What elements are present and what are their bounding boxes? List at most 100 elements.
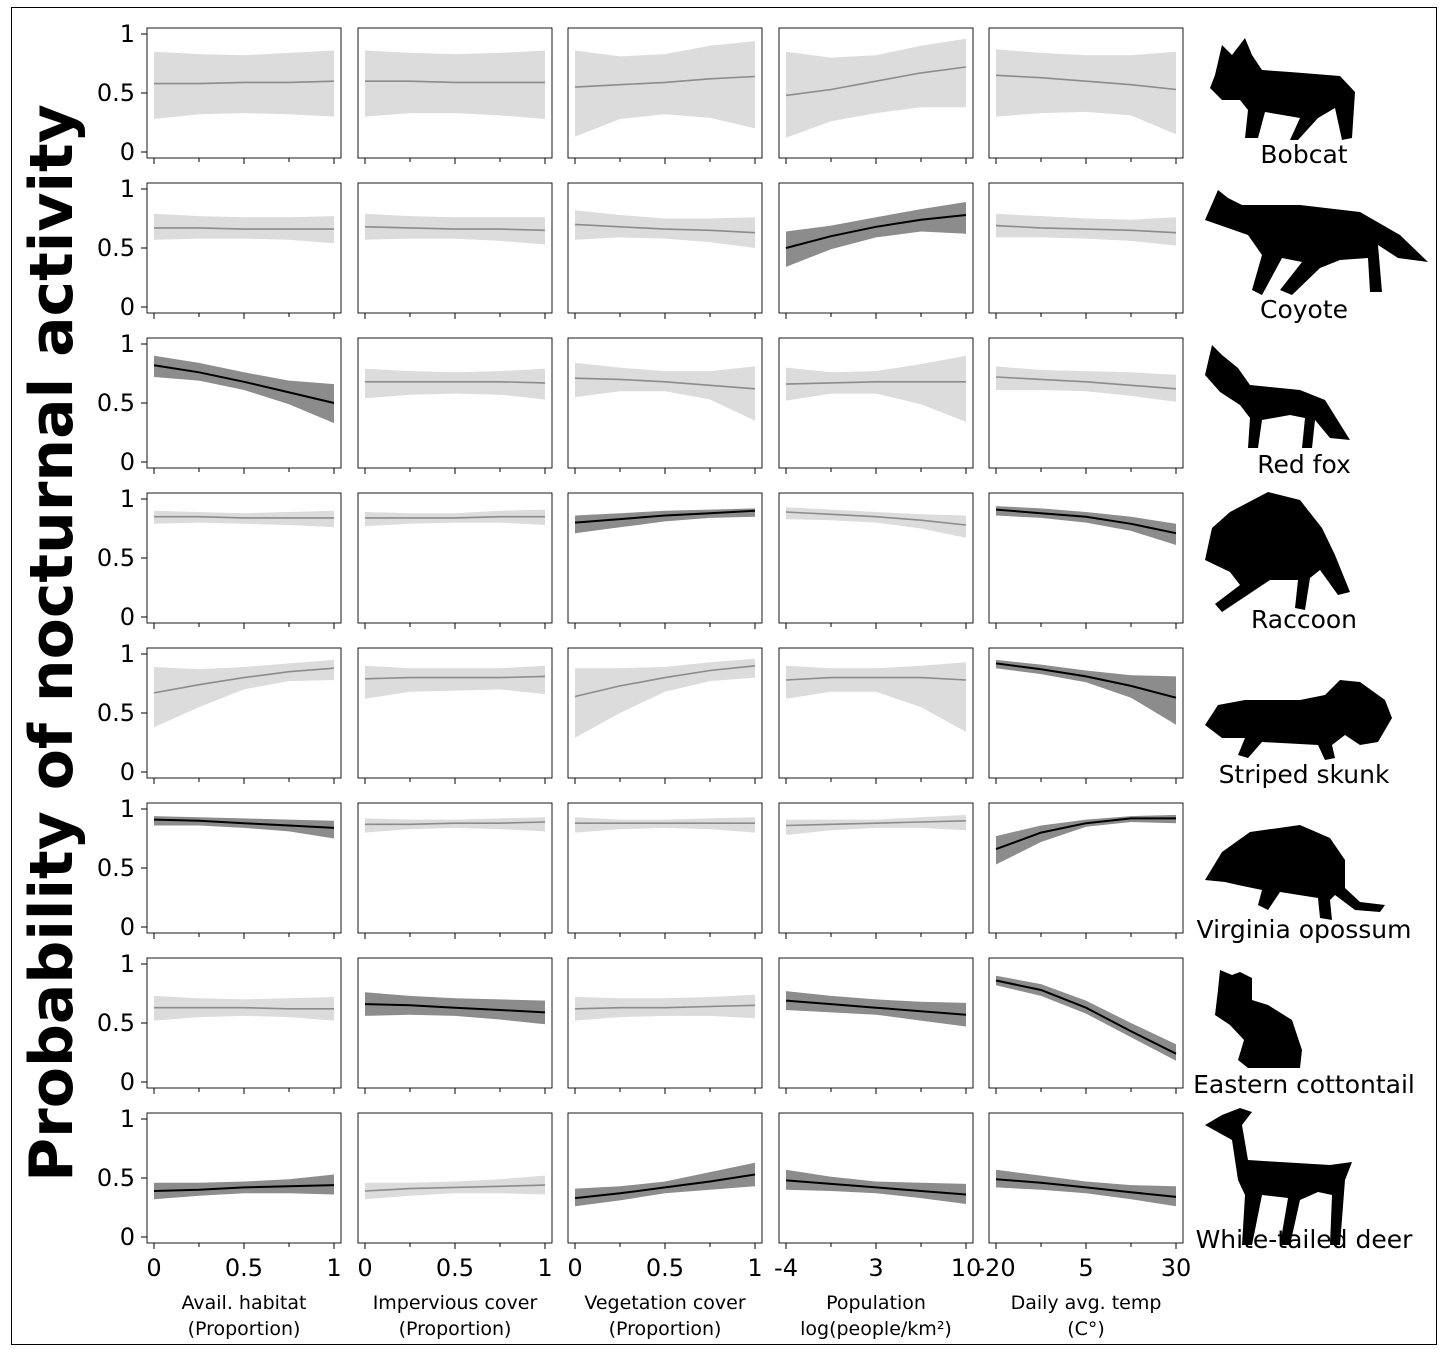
fitted-line [995,662,1177,699]
x-axis-title: Daily avg. temp [1011,1292,1162,1314]
x-axis-title: Avail. habitat [182,1292,307,1314]
confidence-band [786,662,966,732]
confidence-band [786,202,966,267]
species-label: Raccoon [1251,605,1357,634]
panel-frame [988,337,1184,469]
panel [567,337,763,474]
fitted-line [995,979,1177,1055]
panel [146,182,342,319]
row-eastern-cottontail: 00.51 [97,950,1184,1096]
panel-frame [146,182,342,314]
y-tick-label: 0.5 [97,389,135,417]
x-tick-label: 0.5 [225,1254,263,1282]
y-tick-label: 1 [120,175,135,203]
y-tick-label: 0.5 [97,1164,135,1192]
panel [567,1112,763,1249]
fitted-line [995,508,1177,535]
fitted-line [365,80,545,84]
confidence-band [786,814,966,835]
fitted-line [154,515,334,519]
panel [988,957,1184,1094]
fitted-line [995,817,1176,851]
fitted-line [365,821,546,826]
species-label: Striped skunk [1219,760,1390,789]
y-tick-label: 0.5 [97,699,135,727]
fitted-line [574,1173,756,1200]
x-tick-label: 0.5 [436,1254,474,1282]
red-fox-silhouette [1205,345,1350,448]
x-axis-unit: (Proportion) [399,1318,512,1340]
skunk-silhouette [1205,680,1392,760]
x-tick-label: 10 [951,1254,982,1282]
species-label: Virginia opossum [1197,915,1412,944]
panel [146,802,342,939]
panel [567,802,763,939]
row-white-tailed-deer: 00.51 [97,1105,1184,1251]
species-label: Eastern cottontail [1193,1070,1415,1099]
panel-frame [567,957,763,1089]
panel [146,957,342,1094]
panel [988,647,1184,784]
panel-frame [357,182,553,314]
panel [778,182,974,319]
panel-frame [988,957,1184,1089]
fitted-line [365,515,545,519]
x-axis-title: Vegetation cover [584,1292,745,1314]
x-tick-label: 1 [747,1254,762,1282]
panel [146,492,342,629]
x-axis-layer: 0 0.5 1 Avail. habitat (Proportion) 0 0.5 1 Impe… [146,1254,1191,1340]
panel [988,27,1184,164]
x-tick-label: 30 [1161,1254,1192,1282]
y-axis-label: Probability of nocturnal activity [17,104,87,1182]
x-tick-label: 1 [326,1254,341,1282]
panel-frame [988,182,1184,314]
confidence-band [575,362,755,421]
y-tick-label: 1 [120,20,135,48]
confidence-band [365,50,545,119]
confidence-band [996,814,1176,865]
panel-frame [357,957,553,1089]
panel [146,27,342,164]
confidence-band [154,659,334,728]
y-tick-label: 0 [120,138,135,166]
fitted-line [154,227,334,230]
panel [357,182,553,319]
fitted-line [785,511,967,526]
row-raccoon: 00.51 [97,485,1184,631]
y-tick-label: 0 [120,293,135,321]
fitted-line [153,364,335,404]
x-axis-unit: log(people/km²) [800,1318,952,1340]
y-tick-label: 1 [120,950,135,978]
fitted-line [364,1184,546,1192]
fitted-line [574,223,756,234]
coyote-silhouette [1205,190,1428,295]
panel [357,1112,553,1249]
fitted-line [995,74,1177,91]
x-tick-label: 0.5 [646,1254,684,1282]
x-axis-unit: (Proportion) [188,1318,301,1340]
confidence-band [154,50,334,119]
confidence-band [365,817,545,833]
panel [988,1112,1184,1249]
y-tick-label: 0 [120,1223,135,1251]
confidence-band [786,355,966,422]
fitted-line [365,380,546,384]
panel [778,337,974,474]
species-layer: Bobcat Coyote Red fox Raccoon Striped skunk V… [1193,38,1428,1254]
x-axis-title: Impervious cover [373,1292,538,1314]
y-tick-label: 1 [120,485,135,513]
fitted-line [995,224,1177,234]
fitted-line [154,1006,334,1010]
panel [988,337,1184,474]
row-red-fox: 00.51 [97,330,1184,476]
y-tick-label: 1 [120,330,135,358]
confidence-band [996,659,1176,725]
confidence-band [154,355,334,424]
y-tick-label: 0.5 [97,79,135,107]
panel [567,182,763,319]
x-tick-label: 1 [537,1254,552,1282]
row-striped-skunk: 00.51 [97,640,1184,786]
fitted-line [574,665,756,698]
x-tick-label: -4 [774,1254,798,1282]
